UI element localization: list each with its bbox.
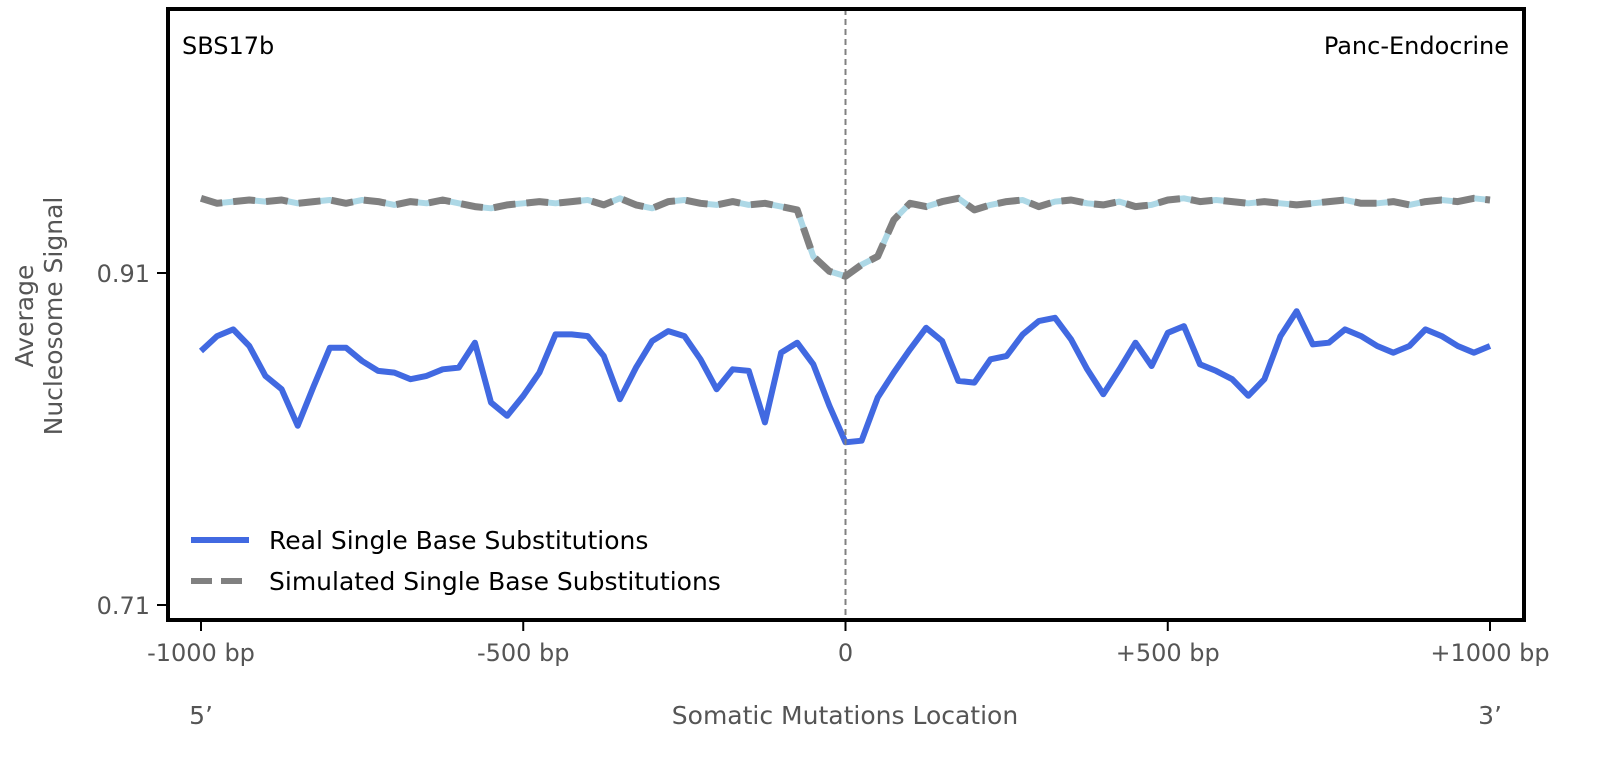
three-prime-label: 3’	[1478, 701, 1502, 730]
five-prime-label: 5’	[189, 701, 213, 730]
y-axis-ticks: 0.91 0.71	[97, 260, 166, 620]
x-tick-label: +500 bp	[1116, 639, 1220, 667]
signature-label: SBS17b	[182, 32, 274, 60]
x-tick-label: -1000 bp	[147, 639, 255, 667]
legend-label-simulated: Simulated Single Base Substitutions	[269, 567, 721, 596]
tissue-label: Panc-Endocrine	[1324, 32, 1509, 60]
legend: Real Single Base Substitutions Simulated …	[191, 526, 721, 596]
legend-label-real: Real Single Base Substitutions	[269, 526, 648, 555]
plot-frame	[166, 7, 1526, 622]
y-axis-title-line1: Average	[10, 265, 39, 368]
x-axis-ticks: -1000 bp -500 bp 0 +500 bp +1000 bp	[147, 622, 1550, 667]
x-axis-title: Somatic Mutations Location	[672, 701, 1018, 730]
x-tick-label: -500 bp	[477, 639, 570, 667]
y-axis-title-line2: Nucleosome Signal	[39, 197, 68, 436]
x-tick-label: 0	[838, 639, 853, 667]
y-tick-label: 0.71	[97, 592, 150, 620]
y-tick-label: 0.91	[97, 260, 150, 288]
simulated-series-line	[199, 194, 1491, 280]
x-tick-label: +1000 bp	[1430, 639, 1549, 667]
